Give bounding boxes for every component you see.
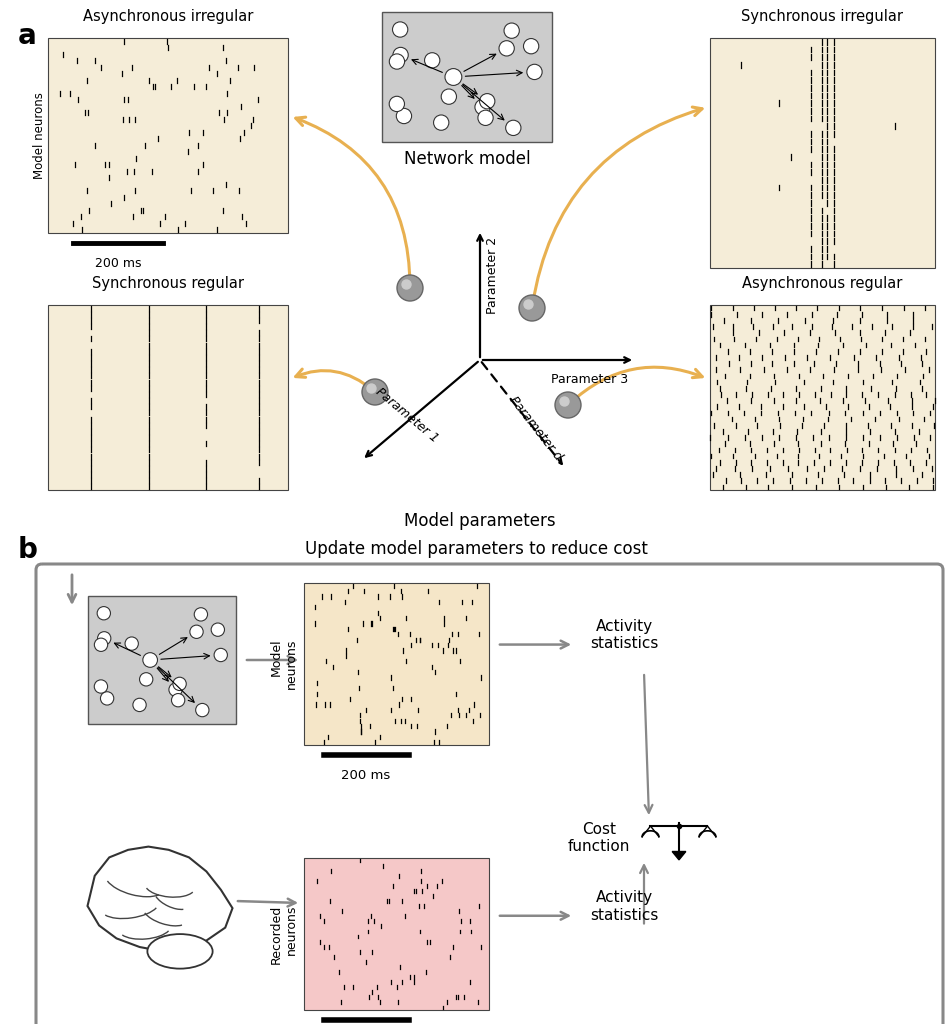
- Circle shape: [195, 703, 208, 717]
- Circle shape: [519, 295, 545, 321]
- Bar: [88, 596, 236, 724]
- Circle shape: [194, 607, 208, 621]
- Text: Parameter d: Parameter d: [506, 393, 565, 463]
- Circle shape: [560, 397, 568, 406]
- Circle shape: [214, 648, 228, 662]
- Text: 200 ms: 200 ms: [341, 769, 390, 782]
- Circle shape: [474, 99, 489, 115]
- Bar: [709, 38, 934, 268]
- Circle shape: [171, 693, 185, 707]
- Text: a: a: [18, 22, 37, 50]
- Circle shape: [97, 632, 110, 645]
- Text: Model neurons: Model neurons: [33, 92, 47, 179]
- Bar: [48, 38, 288, 233]
- Circle shape: [402, 280, 410, 289]
- Circle shape: [526, 65, 542, 80]
- Circle shape: [143, 652, 157, 668]
- Circle shape: [362, 379, 387, 406]
- Text: Model parameters: Model parameters: [404, 512, 555, 530]
- Circle shape: [125, 637, 138, 650]
- Text: Synchronous regular: Synchronous regular: [92, 276, 244, 291]
- Circle shape: [424, 52, 440, 68]
- Circle shape: [479, 93, 494, 109]
- Circle shape: [396, 109, 411, 124]
- Text: Parameter 2: Parameter 2: [486, 237, 499, 313]
- Circle shape: [524, 300, 532, 309]
- Text: Cost
function: Cost function: [567, 822, 629, 854]
- Text: Model
neurons: Model neurons: [269, 639, 298, 689]
- Text: Recorded
neurons: Recorded neurons: [269, 904, 298, 964]
- Text: Network model: Network model: [404, 150, 529, 168]
- Circle shape: [211, 623, 225, 636]
- Circle shape: [499, 41, 514, 56]
- Circle shape: [172, 677, 186, 690]
- Text: Update model parameters to reduce cost: Update model parameters to reduce cost: [305, 540, 646, 558]
- Circle shape: [189, 625, 203, 638]
- Circle shape: [441, 89, 456, 104]
- Bar: [304, 858, 488, 1010]
- Circle shape: [392, 22, 407, 37]
- Circle shape: [445, 69, 462, 85]
- Circle shape: [504, 23, 519, 38]
- Polygon shape: [671, 852, 685, 860]
- Circle shape: [139, 673, 152, 686]
- Text: Synchronous irregular: Synchronous irregular: [741, 9, 902, 24]
- Text: Activity
statistics: Activity statistics: [589, 618, 658, 651]
- Bar: [48, 305, 288, 490]
- Circle shape: [94, 680, 108, 693]
- Text: Asynchronous regular: Asynchronous regular: [742, 276, 902, 291]
- Bar: [304, 583, 488, 745]
- Circle shape: [132, 698, 146, 712]
- Circle shape: [100, 692, 113, 706]
- Circle shape: [388, 96, 404, 112]
- Circle shape: [477, 111, 493, 126]
- Circle shape: [506, 120, 521, 135]
- Text: b: b: [18, 536, 38, 564]
- Text: 200 ms: 200 ms: [94, 257, 141, 270]
- Text: Parameter 3: Parameter 3: [551, 373, 628, 386]
- FancyArrowPatch shape: [295, 117, 409, 286]
- Circle shape: [94, 638, 108, 651]
- Text: Activity
statistics: Activity statistics: [589, 891, 658, 923]
- Circle shape: [523, 39, 538, 54]
- FancyArrowPatch shape: [532, 108, 702, 305]
- Circle shape: [554, 392, 581, 418]
- Circle shape: [388, 54, 405, 70]
- Text: Parameter 1: Parameter 1: [373, 385, 441, 444]
- Bar: [709, 305, 934, 490]
- Circle shape: [97, 606, 110, 620]
- Text: Asynchronous irregular: Asynchronous irregular: [83, 9, 253, 24]
- Circle shape: [392, 47, 407, 62]
- Ellipse shape: [148, 934, 212, 969]
- FancyArrowPatch shape: [569, 368, 702, 403]
- Circle shape: [367, 384, 376, 393]
- Bar: [382, 12, 551, 142]
- Circle shape: [169, 683, 182, 696]
- FancyArrowPatch shape: [295, 369, 372, 390]
- Polygon shape: [88, 847, 232, 951]
- Circle shape: [397, 275, 423, 301]
- Circle shape: [433, 115, 448, 130]
